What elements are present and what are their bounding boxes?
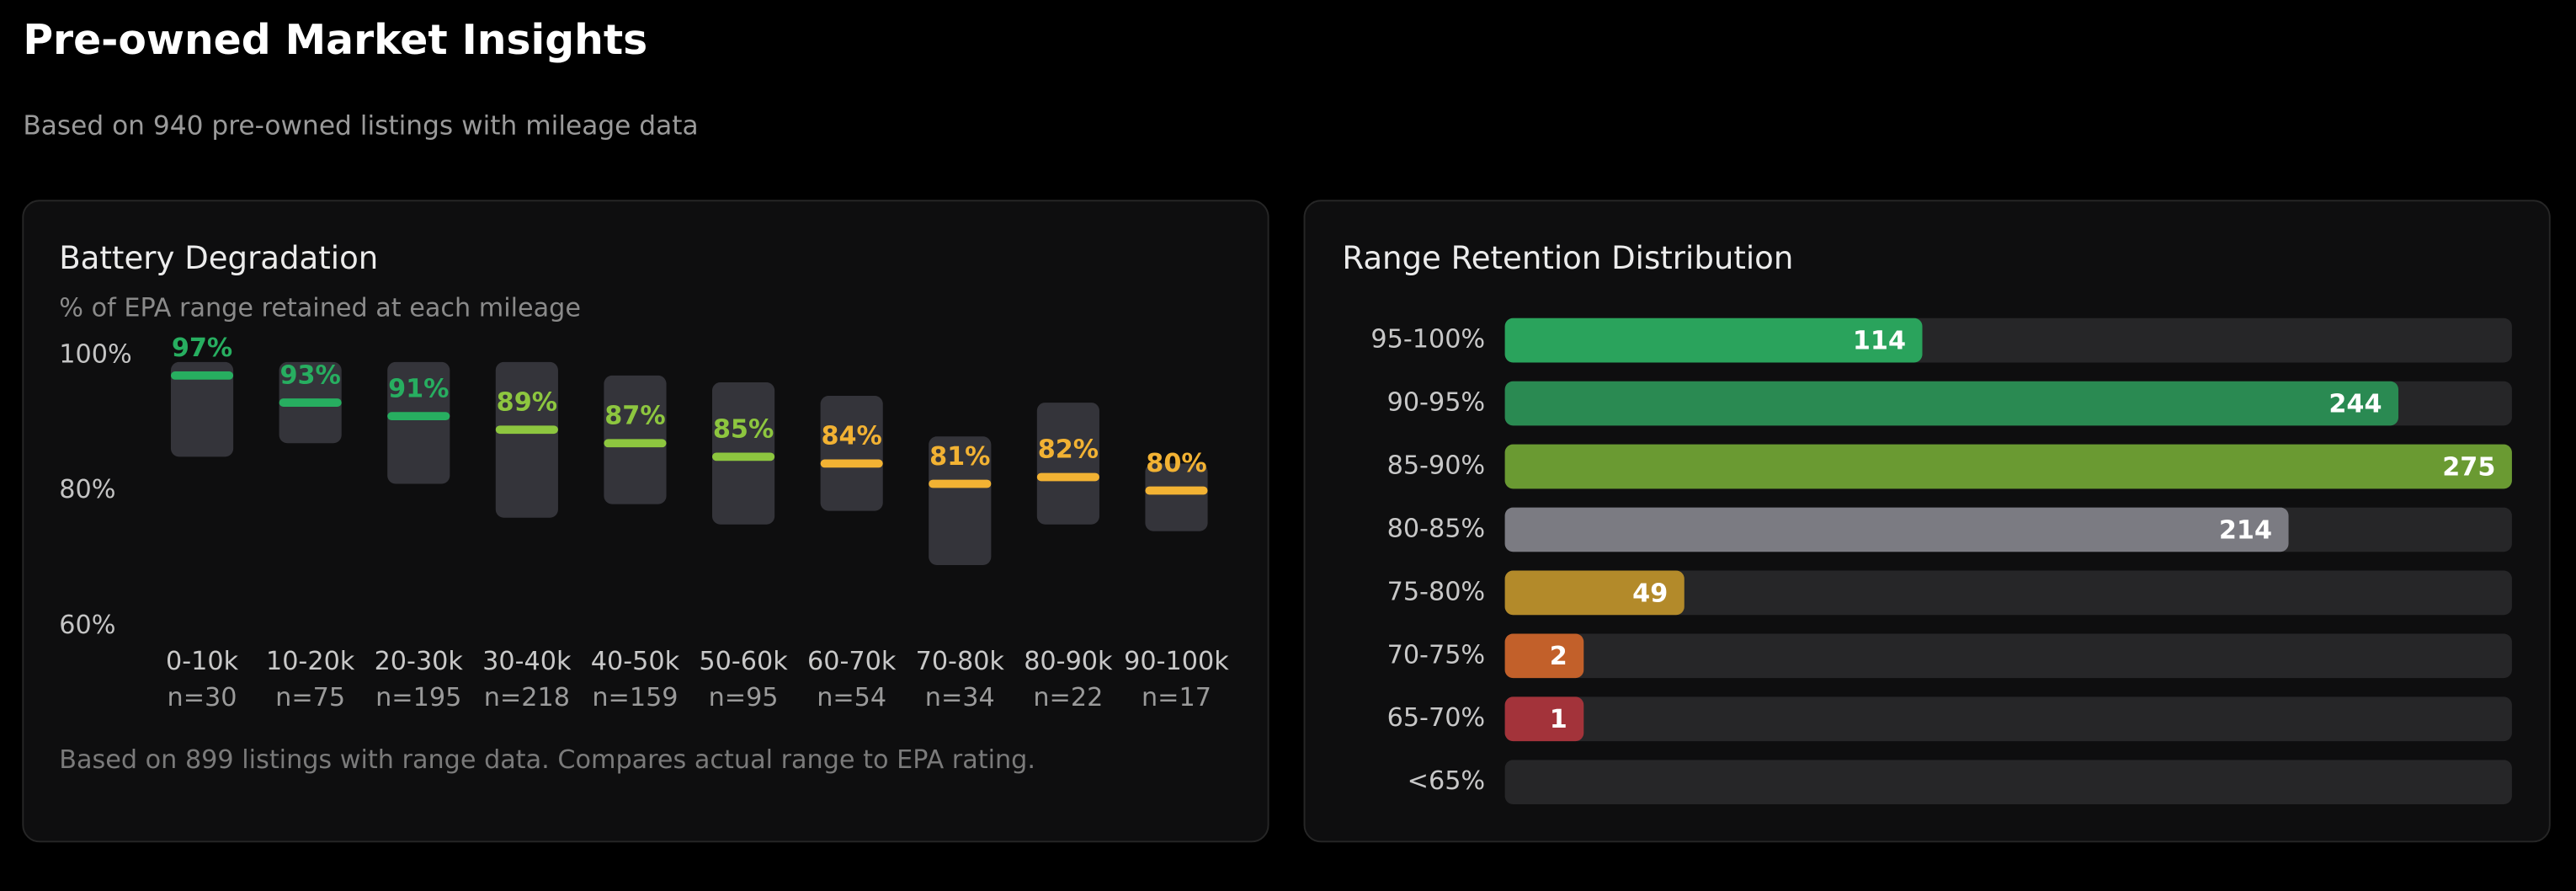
x-tick-label: 60-70k: [807, 647, 897, 676]
value-label: 244: [2329, 389, 2382, 419]
bar-track: [1504, 633, 2512, 679]
x-tick-label: 90-100k: [1124, 647, 1229, 676]
value-label: 97%: [172, 333, 232, 363]
median-line: [279, 398, 342, 407]
x-tick-label: 10-20k: [266, 647, 355, 676]
panel-title: Battery Degradation: [59, 240, 378, 276]
value-label: 85%: [713, 415, 774, 445]
x-tick-label: 0-10k: [166, 647, 239, 676]
median-line: [495, 425, 558, 435]
category-label: 85-90%: [1387, 451, 1486, 480]
sample-size: n=17: [1142, 683, 1211, 712]
bar: [1504, 696, 1584, 742]
range-box: [170, 361, 234, 457]
panel-title: Range Retention Distribution: [1342, 240, 1793, 276]
value-label: 214: [2219, 515, 2272, 545]
bar: [1504, 381, 2399, 426]
y-tick-label: 100%: [59, 339, 131, 369]
sample-size: n=30: [168, 683, 237, 712]
x-tick-label: 50-60k: [699, 647, 788, 676]
page-title: Pre-owned Market Insights: [23, 16, 647, 64]
x-tick-label: 30-40k: [482, 647, 572, 676]
category-label: 65-70%: [1387, 703, 1486, 733]
range-box: [1145, 463, 1208, 531]
category-label: 95-100%: [1370, 325, 1485, 355]
bar: [1504, 633, 1584, 679]
sample-size: n=159: [592, 683, 678, 712]
category-label: 90-95%: [1387, 388, 1486, 418]
value-label: 114: [1853, 327, 1906, 356]
x-tick-label: 40-50k: [591, 647, 680, 676]
bar: [1504, 507, 2289, 552]
sample-size: n=34: [925, 683, 995, 712]
median-line: [387, 412, 450, 421]
median-line: [1145, 486, 1208, 495]
median-line: [711, 452, 775, 462]
value-label: 91%: [388, 374, 449, 403]
bar: [1504, 317, 1923, 363]
sample-size: n=195: [375, 683, 461, 712]
range-box: [929, 436, 992, 565]
median-line: [170, 371, 234, 380]
bar-track: [1504, 696, 2512, 742]
range-box: [387, 361, 450, 484]
sample-size: n=218: [484, 683, 570, 712]
value-label: 49: [1632, 579, 1668, 608]
value-label: 93%: [279, 360, 340, 390]
page-subtitle: Based on 940 pre-owned listings with mil…: [23, 110, 698, 141]
value-label: 275: [2442, 452, 2495, 482]
x-tick-label: 80-90k: [1024, 647, 1113, 676]
bar-track: [1504, 760, 2512, 805]
bar: [1504, 444, 2512, 489]
value-label: 1: [1550, 705, 1567, 734]
category-label: 80-85%: [1387, 514, 1486, 543]
category-label: 75-80%: [1387, 577, 1486, 606]
x-tick-label: 70-80k: [916, 647, 1005, 676]
footnote: Based on 899 listings with range data. C…: [59, 745, 1035, 775]
category-label: 70-75%: [1387, 640, 1486, 670]
range-box: [495, 361, 558, 518]
sample-size: n=54: [817, 683, 886, 712]
median-line: [929, 479, 992, 488]
panel: [22, 200, 1269, 843]
sample-size: n=75: [275, 683, 345, 712]
range-box: [820, 396, 883, 511]
x-tick-label: 20-30k: [375, 647, 464, 676]
value-label: 89%: [497, 387, 557, 417]
sample-size: n=95: [709, 683, 779, 712]
y-tick-label: 80%: [59, 475, 115, 504]
value-label: 81%: [929, 442, 990, 472]
value-label: 80%: [1146, 449, 1206, 478]
median-line: [604, 439, 667, 448]
value-label: 84%: [821, 422, 881, 451]
sample-size: n=22: [1033, 683, 1103, 712]
y-tick-label: 60%: [59, 611, 115, 640]
median-line: [1036, 472, 1099, 482]
range-box: [1036, 403, 1099, 525]
value-label: 2: [1550, 642, 1567, 671]
category-label: <65%: [1408, 766, 1486, 796]
panel-subtitle: % of EPA range retained at each mileage: [59, 294, 581, 323]
value-label: 82%: [1038, 435, 1099, 465]
bar-track: [1504, 570, 2512, 616]
bar: [1504, 570, 1685, 616]
median-line: [820, 459, 883, 468]
value-label: 87%: [604, 402, 665, 431]
